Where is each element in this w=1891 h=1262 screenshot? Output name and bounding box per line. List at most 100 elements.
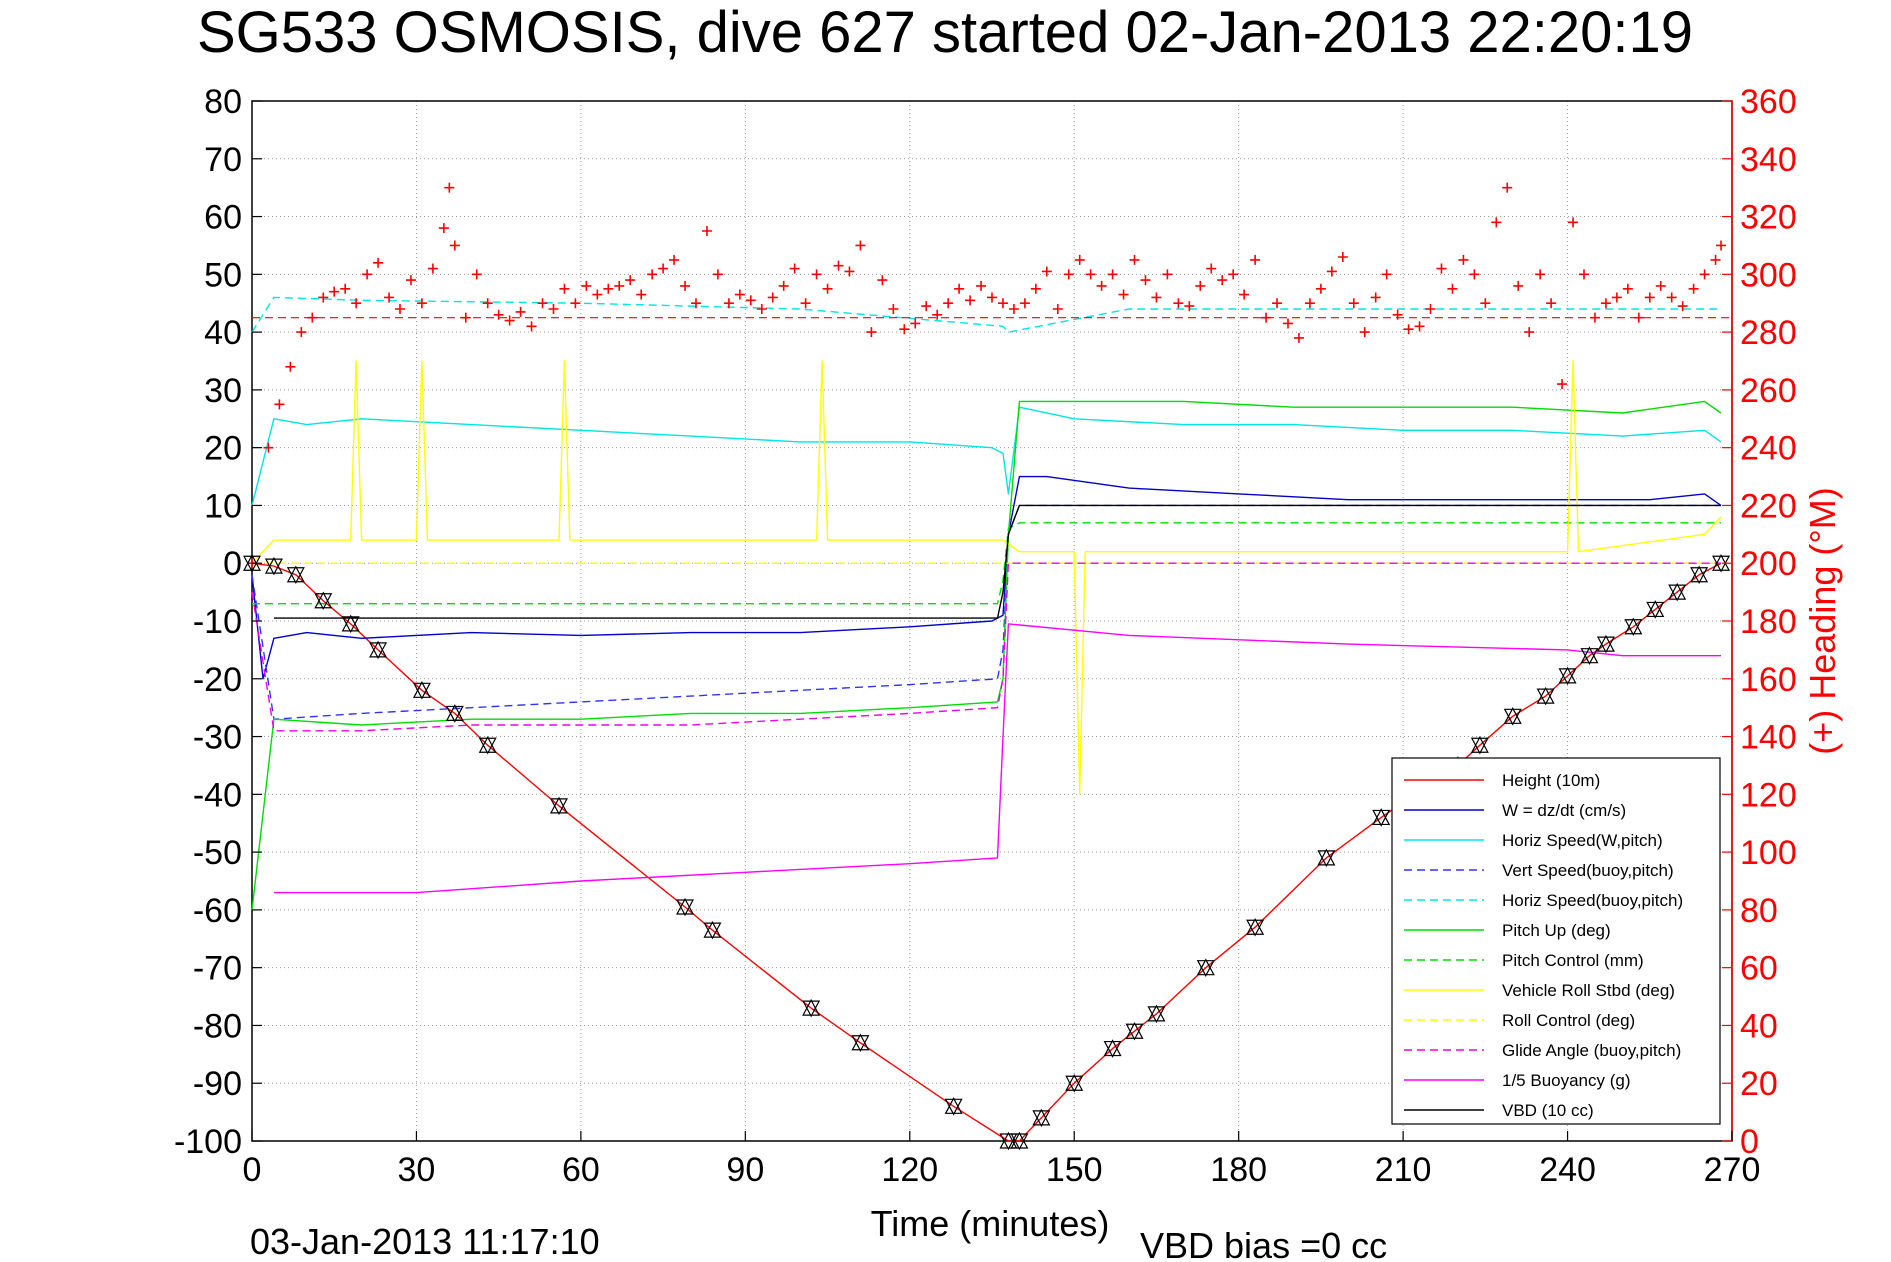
heading-point: [1392, 309, 1403, 320]
height-marker: [264, 558, 283, 576]
heading-point: [1228, 269, 1239, 280]
heading-point: [526, 321, 537, 332]
y2-tick-label: 320: [1740, 199, 1797, 237]
heading-point: [1688, 283, 1699, 294]
y-tick-label: -30: [193, 719, 242, 757]
heading-point: [811, 269, 822, 280]
heading-point: [1326, 266, 1337, 277]
height-marker: [1246, 919, 1265, 937]
heading-point: [416, 298, 427, 309]
height-marker: [1646, 601, 1665, 619]
height-marker: [703, 922, 722, 940]
heading-point: [767, 292, 778, 303]
heading-point: [1261, 312, 1272, 323]
heading-point: [340, 283, 351, 294]
x-tick-label: 150: [1046, 1151, 1103, 1189]
heading-point: [1611, 292, 1622, 303]
series-line-w-dz-dt-cm-s: [251, 475, 1722, 680]
heading-point: [1184, 301, 1195, 312]
series-line-vbd-10-cc: [273, 504, 1721, 619]
heading-point: [493, 309, 504, 320]
heading-point: [1502, 182, 1513, 193]
x-tick-label: 180: [1210, 1151, 1267, 1189]
heading-point: [603, 283, 614, 294]
y-tick-label: -70: [193, 950, 242, 988]
height-marker: [1596, 636, 1615, 654]
heading-point: [1206, 263, 1217, 274]
heading-point: [570, 298, 581, 309]
heading-point: [307, 312, 318, 323]
heading-point: [1655, 280, 1666, 291]
legend-label: Vert Speed(buoy,pitch): [1502, 861, 1674, 880]
heading-point: [1381, 269, 1392, 280]
x-tick-label: 210: [1375, 1151, 1432, 1189]
heading-point: [1600, 298, 1611, 309]
heading-point: [482, 298, 493, 309]
y-tick-label: 30: [204, 372, 242, 410]
heading-point: [1469, 269, 1480, 280]
heading-point: [395, 304, 405, 314]
y2-tick-label: 60: [1740, 950, 1778, 988]
y2-tick-label: 260: [1740, 372, 1797, 410]
heading-point: [444, 182, 455, 193]
height-marker: [1558, 668, 1577, 686]
heading-point: [1217, 275, 1228, 286]
heading-point: [1151, 292, 1162, 303]
heading-point: [822, 283, 833, 294]
y-tick-label: -100: [174, 1123, 242, 1161]
heading-point: [1304, 298, 1315, 309]
heading-point: [1557, 379, 1568, 390]
heading-point: [1250, 254, 1261, 265]
y2-tick-label: 80: [1740, 892, 1778, 930]
vbd-bias-footer: VBD bias =0 cc: [1140, 1225, 1387, 1262]
legend: Height (10m) W = dz/dt (cm/s) Horiz Speed(…: [1391, 757, 1721, 1125]
heading-point: [844, 266, 855, 277]
height-marker: [1103, 1040, 1122, 1058]
height-marker: [1065, 1075, 1084, 1093]
heading-series: [247, 182, 1732, 569]
heading-point: [1535, 269, 1546, 280]
heading-point: [504, 315, 515, 326]
height-marker: [1125, 1023, 1144, 1041]
y-tick-label: 0: [223, 545, 242, 583]
series-line-horiz-speed-w-pitch: [251, 406, 1722, 506]
heading-point: [997, 298, 1008, 309]
heading-point: [954, 283, 965, 294]
heading-point: [1677, 301, 1688, 312]
x-tick-label: 90: [726, 1151, 764, 1189]
heading-point: [1579, 269, 1589, 280]
y2-tick-label: 140: [1740, 719, 1797, 757]
heading-point: [745, 295, 756, 306]
x-tick-label: 240: [1539, 1151, 1596, 1189]
heading-point: [548, 304, 559, 314]
heading-point: [1359, 327, 1370, 338]
heading-point: [373, 257, 384, 268]
x-tick-label: 60: [562, 1151, 600, 1189]
heading-point: [1716, 240, 1727, 251]
heading-point: [537, 298, 548, 309]
heading-point: [614, 280, 625, 291]
heading-point: [1315, 283, 1326, 294]
height-marker: [1580, 648, 1599, 665]
heading-point: [274, 399, 285, 410]
heading-point: [1589, 312, 1600, 323]
x-tick-label: 120: [881, 1151, 938, 1189]
heading-point: [1118, 289, 1129, 300]
x-tick-label: 30: [398, 1151, 436, 1189]
heading-point: [1480, 298, 1491, 309]
y2-ticks: 0 20 40 60 80 100 120 140 160 180 200 220 240 260 280 3…: [1722, 83, 1797, 1161]
legend-label: Pitch Control (mm): [1502, 951, 1644, 970]
heading-point: [932, 309, 943, 320]
heading-point: [680, 280, 691, 291]
heading-point: [756, 304, 767, 314]
height-marker: [369, 642, 388, 660]
y2-tick-label: 300: [1740, 256, 1797, 294]
y-tick-label: 70: [204, 141, 242, 179]
series-line-height-10m: [251, 562, 1722, 1142]
heading-point: [1348, 298, 1359, 309]
heading-point: [888, 304, 899, 314]
y2-tick-label: 160: [1740, 661, 1797, 699]
heading-point: [405, 275, 416, 286]
heading-point: [1699, 269, 1710, 280]
